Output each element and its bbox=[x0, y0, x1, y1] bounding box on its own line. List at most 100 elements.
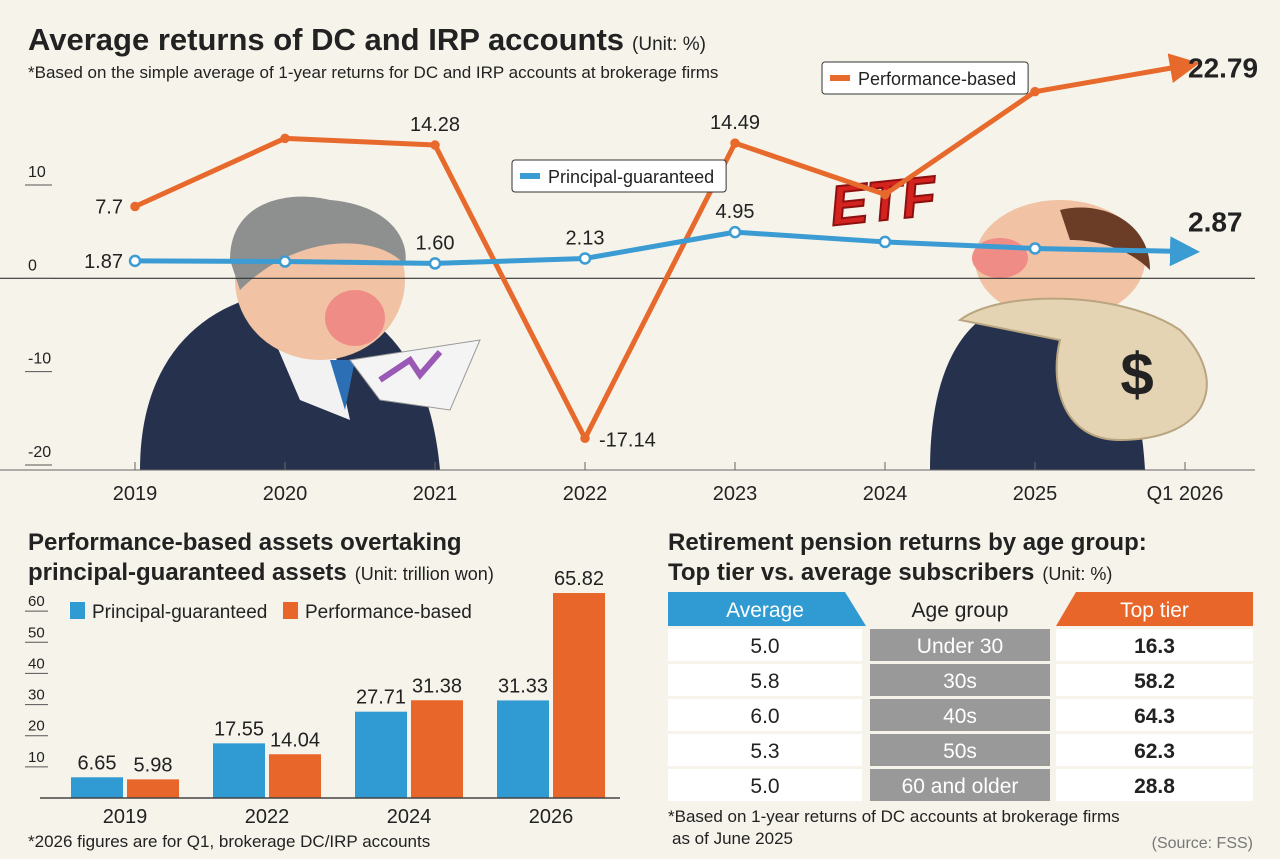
point bbox=[878, 235, 892, 249]
value-label: 31.38 bbox=[412, 675, 462, 697]
bar-title: principal-guaranteed assets bbox=[28, 559, 347, 586]
point bbox=[580, 433, 590, 444]
illustration-happy-man: $ bbox=[930, 200, 1208, 470]
table-cell bbox=[668, 769, 862, 801]
x-tick-label: 2024 bbox=[863, 483, 908, 505]
table-cell bbox=[668, 699, 862, 731]
x-tick-label: 2019 bbox=[103, 806, 148, 828]
unit-label: (Unit: %) bbox=[1042, 564, 1112, 584]
table-cell bbox=[1056, 699, 1253, 731]
table-cell bbox=[1056, 734, 1253, 766]
cell-text: 60 and older bbox=[902, 775, 1019, 798]
value-label: 65.82 bbox=[554, 568, 604, 590]
point bbox=[428, 257, 442, 270]
y-tick-label: 20 bbox=[28, 718, 45, 735]
illustration-worried-man bbox=[140, 196, 481, 470]
point bbox=[1028, 242, 1042, 255]
value-label: -17.14 bbox=[599, 429, 656, 451]
note: *Based on 1-year returns of DC accounts … bbox=[668, 807, 1120, 826]
cell-text: 30s bbox=[943, 670, 977, 693]
value-label: 7.7 bbox=[95, 196, 123, 218]
cell-text: 50s bbox=[943, 740, 977, 763]
point bbox=[578, 252, 592, 265]
value-label: 22.79 bbox=[1188, 53, 1258, 84]
value-label: 2.87 bbox=[1188, 207, 1243, 238]
header-label: Top tier bbox=[1120, 599, 1189, 622]
cell-text: 40s bbox=[943, 705, 977, 728]
legend-label: Principal-guaranteed bbox=[548, 167, 714, 187]
bar bbox=[213, 743, 265, 798]
y-tick-label: 50 bbox=[28, 624, 45, 641]
header-label: Age group bbox=[912, 599, 1009, 622]
bag-symbol: $ bbox=[1120, 341, 1153, 408]
y-tick-label: -10 bbox=[28, 351, 51, 368]
header-cell bbox=[1056, 592, 1253, 626]
unit-label: (Unit: %) bbox=[632, 34, 706, 55]
value-label: 14.49 bbox=[710, 112, 760, 134]
chart-title: Average returns of DC and IRP accounts bbox=[28, 22, 624, 57]
point bbox=[280, 133, 290, 144]
point bbox=[430, 140, 440, 150]
point bbox=[1184, 64, 1186, 67]
bar bbox=[71, 777, 123, 798]
x-tick-label: 2020 bbox=[263, 483, 308, 505]
line-series bbox=[134, 229, 1200, 267]
unit-label: (Unit: trillion won) bbox=[355, 564, 494, 584]
x-tick-label: 2025 bbox=[1013, 483, 1058, 505]
line-series bbox=[133, 53, 1200, 441]
y-tick-label: 40 bbox=[28, 655, 45, 672]
value-label: 1.60 bbox=[416, 232, 455, 254]
x-tick-label: 2022 bbox=[563, 483, 608, 505]
cell-text: Under 30 bbox=[917, 635, 1003, 658]
value-label: 17.55 bbox=[214, 718, 264, 740]
cell-text: 62.3 bbox=[1134, 740, 1175, 763]
bar bbox=[411, 700, 463, 798]
cell-text: 5.0 bbox=[750, 775, 779, 798]
value-label: 31.33 bbox=[498, 675, 548, 697]
y-tick-label: -20 bbox=[28, 444, 51, 461]
x-tick-label: 2021 bbox=[413, 483, 458, 505]
value-label: 14.28 bbox=[410, 114, 460, 136]
bar bbox=[269, 754, 321, 798]
y-tick-label: 10 bbox=[28, 749, 45, 766]
value-label: 2.13 bbox=[566, 227, 605, 249]
cell-text: 16.3 bbox=[1134, 635, 1175, 658]
cell-text: 6.0 bbox=[750, 705, 779, 728]
bar bbox=[497, 700, 549, 798]
table-title: Retirement pension returns by age group: bbox=[668, 529, 1147, 556]
cell-text: 5.0 bbox=[750, 635, 779, 658]
table-cell bbox=[668, 629, 862, 661]
table-cell bbox=[870, 734, 1050, 766]
point bbox=[728, 225, 742, 239]
table-cell bbox=[1056, 769, 1253, 801]
legend-box bbox=[511, 159, 727, 193]
table-cell bbox=[1056, 629, 1253, 661]
note: *2026 figures are for Q1, brokerage DC/I… bbox=[28, 832, 430, 851]
legend-swatch bbox=[70, 602, 85, 619]
value-label: 1.87 bbox=[84, 251, 123, 273]
header-label: Average bbox=[726, 599, 804, 622]
x-tick-label: Q1 2026 bbox=[1147, 483, 1224, 505]
table-cell bbox=[1056, 664, 1253, 696]
cell-text: 58.2 bbox=[1134, 670, 1175, 693]
point bbox=[130, 201, 140, 212]
value-label: 6.65 bbox=[78, 752, 117, 774]
legend-box bbox=[821, 61, 1029, 95]
point bbox=[278, 255, 292, 268]
legend-label: Performance-based bbox=[305, 602, 472, 623]
x-tick-label: 2026 bbox=[529, 806, 574, 828]
legend-label: Performance-based bbox=[858, 69, 1016, 89]
point bbox=[880, 189, 890, 200]
legend-label: Principal-guaranteed bbox=[92, 602, 267, 623]
x-tick-label: 2019 bbox=[113, 483, 158, 505]
header-cell bbox=[668, 592, 866, 626]
y-tick-label: 0 bbox=[28, 257, 37, 274]
cell-text: 64.3 bbox=[1134, 705, 1175, 728]
bar bbox=[355, 711, 407, 798]
legend-swatch bbox=[283, 602, 298, 619]
source: (Source: FSS) bbox=[1152, 835, 1253, 852]
bar-title: Performance-based assets overtaking bbox=[28, 529, 462, 556]
cell-text: 5.8 bbox=[750, 670, 779, 693]
y-tick-label: 60 bbox=[28, 593, 45, 610]
